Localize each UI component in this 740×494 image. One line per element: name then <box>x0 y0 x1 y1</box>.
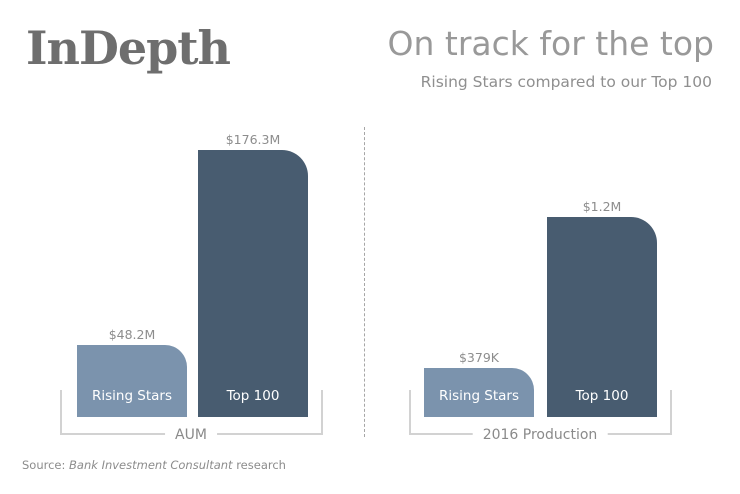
chart-subtitle: Rising Stars compared to our Top 100 <box>420 73 712 91</box>
production-axis-label: 2016 Production <box>472 426 608 444</box>
aum-axis-label: AUM <box>165 426 217 444</box>
production-top100-value: $1.2M <box>582 199 622 214</box>
aum-rising-stars-label: Rising Stars <box>91 388 173 404</box>
brand-logo: InDepth <box>26 21 231 75</box>
production-rising-stars-bar: Rising Stars <box>424 368 534 417</box>
panel-divider <box>364 127 365 437</box>
source-publication: Bank Investment Consultant <box>69 458 233 472</box>
production-top100-bar: Top 100 <box>547 217 657 417</box>
aum-top100-bar: Top 100 <box>198 150 308 417</box>
production-top100-label: Top 100 <box>575 388 629 404</box>
production-rising-stars-label: Rising Stars <box>438 388 520 404</box>
source-prefix: Source: <box>22 458 70 472</box>
source-note: Source: Bank Investment Consultant resea… <box>22 458 286 472</box>
production-rising-stars-value: $379K <box>458 350 499 365</box>
aum-top100-value: $176.3M <box>225 132 281 147</box>
aum-rising-stars-bar: Rising Stars <box>77 345 187 417</box>
aum-rising-stars-value: $48.2M <box>108 327 156 342</box>
aum-top100-label: Top 100 <box>226 388 280 404</box>
chart-title: On track for the top <box>387 24 714 63</box>
source-suffix: research <box>232 458 286 472</box>
